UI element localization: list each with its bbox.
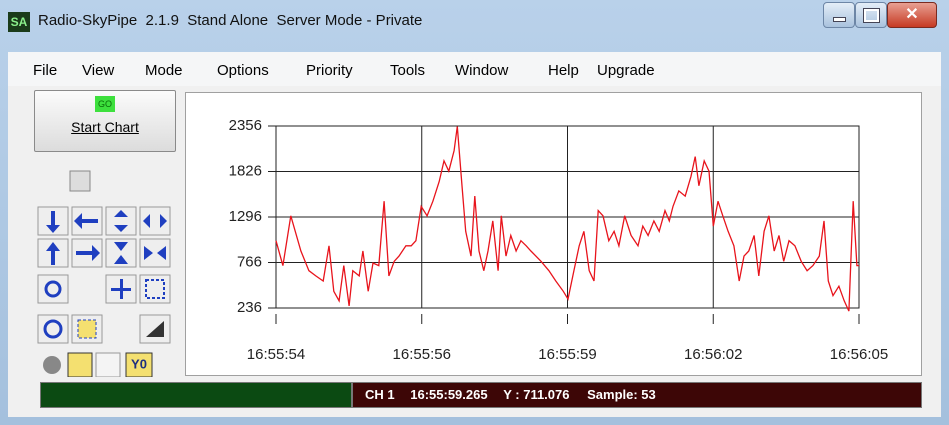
y0-button[interactable] xyxy=(125,352,153,377)
x-tick-label: 16:56:05 xyxy=(830,346,888,363)
menu-item[interactable]: Tools xyxy=(390,62,426,79)
record-button[interactable] xyxy=(43,356,61,374)
status-text: 16:55:59.265 xyxy=(410,387,488,402)
window-title: Radio-SkyPipe 2.1.9 Stand Alone Server M… xyxy=(38,12,423,29)
y-tick-label: 2356 xyxy=(229,117,262,134)
x-tick-label: 16:55:54 xyxy=(247,346,305,363)
menu-item[interactable]: Upgrade xyxy=(597,62,655,79)
status-left xyxy=(40,382,352,408)
tool-button[interactable] xyxy=(67,352,93,377)
x-tick-label: 16:56:02 xyxy=(684,346,742,363)
minimize-button[interactable] xyxy=(823,2,855,28)
y0-label: Y0 xyxy=(131,356,147,371)
maximize-button[interactable] xyxy=(855,2,887,28)
menu-item[interactable]: Help xyxy=(548,62,579,79)
start-chart-button[interactable]: GO Start Chart xyxy=(34,90,176,152)
tool-button[interactable] xyxy=(69,170,91,192)
status-text: Sample: 53 xyxy=(587,387,656,402)
close-button[interactable]: ✕ xyxy=(887,2,937,28)
y-tick-label: 1826 xyxy=(229,162,262,179)
status-right: CH 1 16:55:59.265 Y : 711.076 Sample: 53 xyxy=(352,382,922,408)
y-tick-label: 1296 xyxy=(229,208,262,225)
menu-bar: File View Mode Options Priority Tools Wi… xyxy=(8,52,941,86)
go-icon: GO xyxy=(95,96,115,112)
menu-item[interactable]: View xyxy=(82,62,115,79)
y-tick-label: 766 xyxy=(237,253,262,270)
status-text: Y : 711.076 xyxy=(503,387,570,402)
app-icon: SA xyxy=(8,12,30,32)
menu-item[interactable]: Mode xyxy=(145,62,183,79)
client-area: File View Mode Options Priority Tools Wi… xyxy=(8,52,941,417)
menu-item[interactable]: Window xyxy=(455,62,509,79)
tool-button[interactable] xyxy=(95,352,121,377)
menu-item[interactable]: Priority xyxy=(306,62,353,79)
menu-item[interactable]: Options xyxy=(217,62,269,79)
chart: 236 766 1296 1826 2356 16:55:54 16:55:56 16:55:… xyxy=(229,117,889,363)
data-line xyxy=(275,126,859,312)
status-text: CH 1 xyxy=(365,387,395,402)
plot-frame xyxy=(275,125,860,309)
arrow-buttons xyxy=(37,206,171,344)
x-tick-label: 16:55:59 xyxy=(538,346,596,363)
chart-panel: 236 766 1296 1826 2356 16:55:54 16:55:56 16:55:… xyxy=(185,92,922,376)
menu-item[interactable]: File xyxy=(33,62,58,79)
y-tick-label: 236 xyxy=(237,299,262,316)
x-tick-label: 16:55:56 xyxy=(393,346,451,363)
toolbar-icons: Y0 xyxy=(37,170,171,377)
title-bar: SA Radio-SkyPipe 2.1.9 Stand Alone Serve… xyxy=(0,0,949,44)
start-chart-label: Start Chart xyxy=(71,119,139,135)
